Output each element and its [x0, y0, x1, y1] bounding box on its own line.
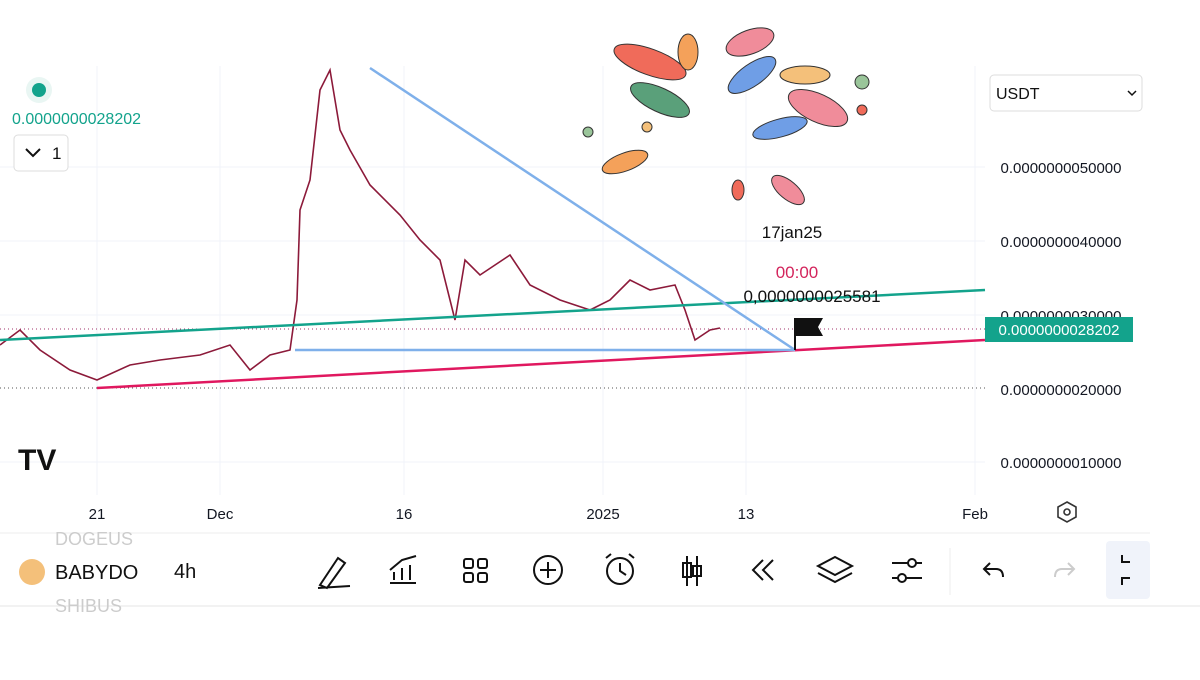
dot: [856, 104, 868, 116]
indicator-icon[interactable]: [389, 555, 417, 584]
time-label: 21: [89, 506, 106, 523]
price-label: 0.0000000050000: [1001, 160, 1122, 177]
price-label: 0.0000000020000: [1001, 382, 1122, 399]
alert-icon-hands: [605, 553, 635, 576]
time-label: 13: [738, 506, 755, 523]
fullscreen-icon: [1121, 555, 1130, 585]
flag: [796, 318, 823, 336]
splash: [727, 56, 777, 94]
add-icon[interactable]: [533, 555, 563, 585]
price-label: 0.0000000040000: [1001, 234, 1122, 251]
time-label: 2025: [586, 506, 619, 523]
splash: [677, 33, 699, 71]
annotation-price: 0,0000000025581: [743, 287, 880, 306]
splash: [630, 82, 690, 118]
splash: [779, 65, 831, 85]
price-trace: [0, 67, 721, 381]
trend-line-pink: [96, 338, 986, 390]
status-dot: [32, 83, 46, 97]
grid: [0, 66, 985, 495]
symbol-above: DOGEUS: [55, 529, 133, 549]
last-price: 0.0000000028202: [12, 111, 141, 128]
splash: [787, 88, 849, 128]
settings-icon[interactable]: [1057, 501, 1077, 523]
chevron: [1127, 90, 1137, 97]
indicator-count: 1: [52, 144, 61, 163]
logo: TV: [18, 444, 56, 477]
slider-knob: [897, 573, 907, 583]
current-price: 0.0000000028202: [999, 322, 1120, 339]
candle-icon-body: [692, 565, 702, 577]
collapse-button[interactable]: [13, 134, 69, 172]
draw-icon[interactable]: [317, 556, 351, 590]
fullscreen-button[interactable]: [1106, 541, 1150, 599]
layout-icon: [463, 572, 474, 583]
candle-icon[interactable]: [686, 556, 698, 586]
time-label: Feb: [962, 506, 988, 523]
layout-icon[interactable]: [463, 558, 474, 569]
slider-knob: [907, 558, 917, 568]
dot: [854, 74, 870, 90]
replay-icon[interactable]: [751, 559, 774, 581]
symbol-below: SHIBUS: [55, 596, 122, 616]
time-label: 16: [396, 506, 413, 523]
trend-line-green: [0, 288, 986, 342]
splash: [613, 43, 687, 81]
add-icon-plus: [540, 562, 556, 578]
alert-icon[interactable]: [606, 557, 634, 585]
trend-line-blue: [369, 66, 796, 352]
candle-icon-body: [682, 562, 692, 578]
current-price-badge: [985, 317, 1133, 342]
dot: [641, 121, 653, 133]
chevron: [25, 148, 41, 158]
layers-icon[interactable]: [815, 555, 855, 584]
annotation-time: 00:00: [776, 263, 819, 282]
price-label: 0.0000000010000: [1001, 455, 1122, 472]
annotation-date: 17jan25: [762, 223, 823, 242]
toolbar-icons: [317, 553, 1004, 590]
currency: USDT: [996, 86, 1040, 103]
splash: [752, 116, 808, 140]
splash: [771, 174, 805, 206]
settings-icon-core: [1063, 508, 1071, 516]
time-label: Dec: [207, 506, 234, 523]
symbol[interactable]: BABYDO: [55, 562, 138, 584]
splash: [731, 179, 745, 201]
fireworks: [582, 27, 870, 206]
currency-select[interactable]: [989, 74, 1143, 112]
interval[interactable]: 4h: [174, 561, 196, 583]
symbol-icon: [19, 559, 45, 585]
dot: [582, 126, 594, 138]
redo-icon[interactable]: [1054, 562, 1076, 578]
undo-icon[interactable]: [982, 562, 1004, 578]
layout-icon: [477, 558, 488, 569]
splash: [601, 149, 649, 175]
splash: [725, 27, 775, 57]
layout-icon: [477, 572, 488, 583]
